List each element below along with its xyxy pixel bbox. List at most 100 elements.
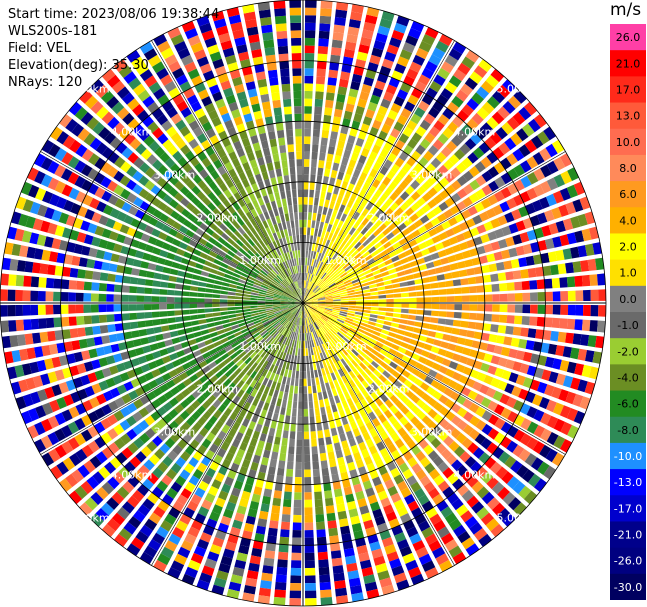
- range-gate-cell: [269, 138, 277, 148]
- colorbar-swatch: [610, 495, 646, 522]
- range-gate-cell: [365, 175, 375, 185]
- range-gate-cell: [73, 351, 84, 363]
- range-gate-cell: [430, 437, 442, 449]
- range-gate-cell: [399, 212, 409, 222]
- range-gate-cell: [246, 336, 254, 343]
- range-gate-cell: [296, 273, 300, 281]
- range-gate-cell: [274, 292, 282, 296]
- range-gate-cell: [354, 311, 363, 316]
- range-gate-cell: [235, 251, 244, 258]
- range-gate-cell: [198, 480, 209, 492]
- range-gate-cell: [137, 221, 148, 231]
- range-gate-cell: [308, 308, 315, 314]
- range-gate-cell: [76, 363, 87, 374]
- range-gate-cell: [274, 266, 281, 274]
- range-gate-cell: [245, 476, 255, 486]
- range-gate-cell: [595, 257, 605, 271]
- range-gate-cell: [161, 242, 172, 251]
- range-gate-cell: [47, 177, 60, 191]
- range-gate-cell: [310, 301, 319, 303]
- range-gate-cell: [365, 108, 375, 119]
- range-gate-cell: [260, 93, 270, 103]
- range-gate-cell: [476, 372, 487, 382]
- range-gate-cell: [136, 286, 145, 294]
- range-gate-cell: [343, 486, 353, 496]
- range-gate-cell: [246, 368, 254, 377]
- range-gate-cell: [312, 235, 317, 244]
- range-gate-cell: [341, 274, 349, 280]
- range-gate-cell: [62, 367, 72, 379]
- range-gate-cell: [269, 242, 276, 251]
- range-gate-cell: [331, 337, 339, 344]
- range-gate-cell: [20, 181, 33, 196]
- range-gate-cell: [90, 513, 104, 527]
- range-gate-cell: [209, 331, 218, 338]
- range-gate-cell: [265, 276, 273, 283]
- range-gate-cell: [428, 369, 438, 378]
- range-gate-cell: [236, 380, 245, 389]
- range-gate-cell: [448, 48, 463, 61]
- range-gate-cell: [382, 370, 391, 379]
- range-gate-cell: [288, 392, 293, 401]
- range-gate-cell: [47, 415, 60, 429]
- range-gate-cell: [328, 330, 335, 337]
- range-gate-cell: [457, 407, 468, 418]
- range-gate-cell: [351, 359, 359, 368]
- range-gate-cell: [267, 346, 274, 354]
- range-gate-cell: [206, 322, 215, 328]
- range-gate-cell: [318, 30, 330, 40]
- range-gate-cell: [281, 307, 289, 311]
- range-gate-cell: [303, 181, 309, 190]
- range-gate-cell: [333, 411, 340, 420]
- range-gate-cell: [239, 325, 248, 331]
- range-gate-cell: [132, 83, 146, 96]
- range-gate-cell: [361, 29, 374, 40]
- range-gate-cell: [246, 263, 254, 270]
- range-gate-cell: [120, 161, 132, 173]
- range-gate-cell: [362, 431, 371, 441]
- range-gate-cell: [346, 95, 357, 106]
- range-gate-cell: [255, 276, 264, 283]
- range-gate-cell: [254, 279, 263, 285]
- range-gate-cell: [212, 298, 220, 303]
- range-gate-cell: [278, 206, 284, 215]
- range-gate-cell: [489, 461, 502, 474]
- range-gate-cell: [180, 540, 194, 552]
- range-gate-cell: [464, 456, 477, 468]
- range-gate-cell: [275, 289, 283, 294]
- range-gate-cell: [247, 508, 258, 518]
- range-gate-cell: [22, 393, 34, 407]
- range-gate-cell: [588, 366, 599, 380]
- range-gate-cell: [48, 251, 59, 263]
- range-gate-cell: [418, 74, 431, 86]
- range-gate-cell: [411, 368, 421, 377]
- range-gate-cell: [512, 444, 525, 458]
- range-gate-cell: [339, 311, 348, 315]
- range-gate-cell: [432, 206, 443, 216]
- range-gate-cell: [319, 452, 327, 462]
- range-gate-cell: [41, 452, 55, 467]
- range-gate-cell: [511, 209, 522, 221]
- range-gate-cell: [400, 108, 412, 119]
- range-gate-cell: [321, 272, 327, 280]
- ring-label: 3.00km: [154, 168, 196, 181]
- range-gate-cell: [287, 346, 291, 355]
- range-gate-cell: [467, 390, 478, 401]
- range-gate-cell: [263, 322, 272, 328]
- range-gate-cell: [432, 493, 445, 506]
- range-gate-cell: [330, 242, 337, 251]
- range-gate-cell: [361, 208, 370, 217]
- range-gate-cell: [315, 506, 324, 515]
- range-gate-cell: [542, 330, 552, 341]
- range-gate-cell: [275, 574, 287, 583]
- range-gate-cell: [427, 199, 438, 209]
- range-gate-cell: [277, 315, 285, 321]
- range-gate-cell: [177, 47, 191, 60]
- range-gate-cell: [347, 270, 356, 277]
- range-gate-cell: [214, 472, 225, 483]
- range-gate-cell: [119, 372, 130, 382]
- range-gate-cell: [212, 91, 223, 102]
- range-gate-cell: [510, 337, 520, 348]
- range-gate-cell: [325, 300, 334, 302]
- colorbar-tick-label: -30.0: [614, 581, 642, 594]
